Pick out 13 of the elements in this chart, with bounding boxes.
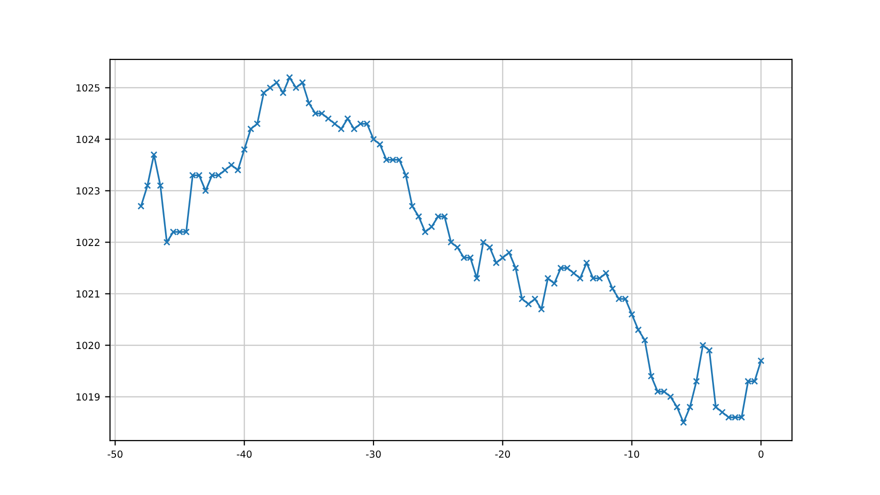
y-tick-label: 1023 [76, 187, 100, 195]
x-tick-label: -50 [108, 450, 122, 458]
y-tick-label: 1024 [76, 136, 100, 144]
y-tick-label: 1019 [76, 393, 100, 401]
y-tick-label: 1021 [76, 290, 100, 298]
x-tick-label: -30 [366, 450, 381, 458]
y-tick-label: 1022 [76, 238, 100, 246]
x-tick-label: -20 [495, 450, 510, 458]
x-tick-label: -40 [236, 450, 252, 458]
x-tick-label: -10 [624, 450, 640, 458]
y-tick-label: 1025 [76, 84, 100, 92]
y-tick-label: 1020 [76, 342, 100, 350]
x-tick-label: 0 [758, 450, 764, 458]
